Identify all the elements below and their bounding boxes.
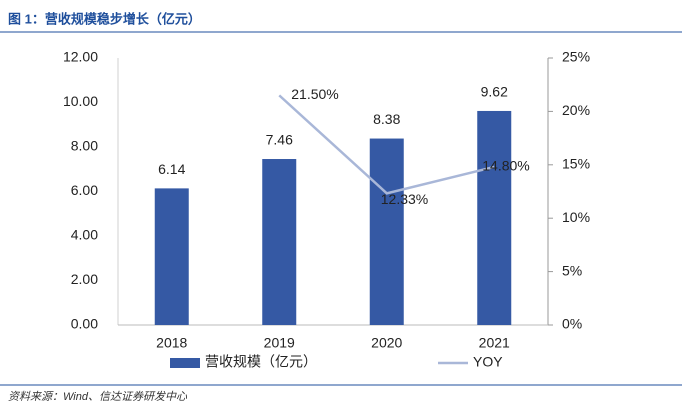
y2-tick-label: 25% <box>562 49 590 65</box>
line-value-label: 14.80% <box>482 158 529 174</box>
bar-value-label: 7.46 <box>266 132 293 148</box>
bar <box>262 159 297 325</box>
y2-tick-label: 15% <box>562 156 590 172</box>
bar <box>477 110 512 325</box>
y-tick-label: 12.00 <box>63 49 98 65</box>
line-value-label: 21.50% <box>291 86 338 102</box>
y2-tick-label: 20% <box>562 102 590 118</box>
legend-label: 营收规模（亿元） <box>205 354 317 370</box>
bar-value-label: 6.14 <box>158 161 185 177</box>
source-note: 资料来源：Wind、信达证券研发中心 <box>8 390 188 403</box>
y-tick-label: 8.00 <box>71 138 98 154</box>
legend-label: YOY <box>473 354 503 370</box>
bar-value-label: 8.38 <box>373 111 400 127</box>
y2-tick-label: 10% <box>562 209 590 225</box>
x-tick-label: 2018 <box>156 335 187 351</box>
bar <box>154 188 189 325</box>
y-tick-label: 2.00 <box>71 271 98 287</box>
y-tick-label: 0.00 <box>71 316 98 332</box>
y-tick-label: 6.00 <box>71 182 98 198</box>
x-tick-label: 2021 <box>479 335 510 351</box>
y2-tick-label: 0% <box>562 316 582 332</box>
bar <box>369 138 404 325</box>
x-tick-label: 2019 <box>264 335 295 351</box>
line <box>278 94 495 195</box>
line-value-label: 12.33% <box>381 191 428 207</box>
bar-value-label: 9.62 <box>481 84 508 100</box>
y-tick-label: 4.00 <box>71 227 98 243</box>
y2-tick-label: 5% <box>562 262 582 278</box>
legend-swatch <box>170 358 200 368</box>
chart-title: 图 1：营收规模稳步增长（亿元） <box>8 11 201 26</box>
x-tick-label: 2020 <box>371 335 402 351</box>
y-tick-label: 10.00 <box>63 93 98 109</box>
